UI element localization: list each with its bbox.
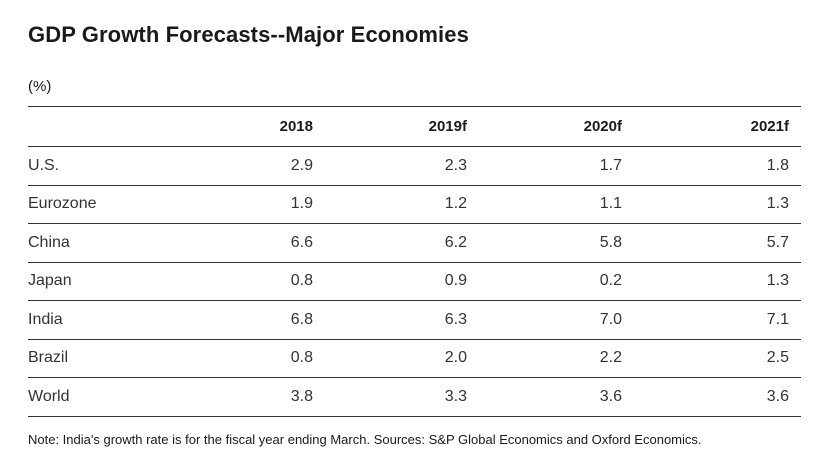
- table-cell: 0.2: [479, 262, 634, 301]
- table-cell: 0.8: [171, 339, 325, 378]
- table-cell: 5.7: [634, 223, 801, 263]
- table-cell: 2.0: [325, 339, 479, 378]
- table-cell: 1.3: [634, 262, 801, 301]
- table-cell: 2.5: [634, 339, 801, 378]
- table-cell: 6.2: [325, 223, 479, 263]
- table-cell: 1.2: [325, 185, 479, 224]
- table-cell: 7.1: [634, 300, 801, 340]
- table-cell: 6.6: [171, 223, 325, 263]
- table-row: Japan 0.8 0.9 0.2 1.3: [28, 262, 801, 301]
- row-label: India: [28, 300, 171, 340]
- row-label: Japan: [28, 262, 171, 301]
- row-label: Brazil: [28, 339, 171, 378]
- table-cell: 0.8: [171, 262, 325, 301]
- table-row: Brazil 0.8 2.0 2.2 2.5: [28, 339, 801, 378]
- table-cell: 1.1: [479, 185, 634, 224]
- table-cell: 3.6: [634, 377, 801, 417]
- source-note: Note: India's growth rate is for the fis…: [28, 432, 702, 447]
- header-row: 2018 2019f 2020f 2021f: [28, 106, 801, 147]
- column-header-2018: 2018: [171, 106, 325, 147]
- column-header-2020f: 2020f: [479, 106, 634, 147]
- table-row: Eurozone 1.9 1.2 1.1 1.3: [28, 185, 801, 224]
- row-label: U.S.: [28, 146, 171, 186]
- table-cell: 6.8: [171, 300, 325, 340]
- table-row: World 3.8 3.3 3.6 3.6: [28, 377, 801, 417]
- table-cell: 1.9: [171, 185, 325, 224]
- table-cell: 3.8: [171, 377, 325, 417]
- table-cell: 0.9: [325, 262, 479, 301]
- table-cell: 2.2: [479, 339, 634, 378]
- row-label: China: [28, 223, 171, 263]
- table-cell: 3.3: [325, 377, 479, 417]
- table-cell: 6.3: [325, 300, 479, 340]
- chart-title: GDP Growth Forecasts--Major Economies: [28, 22, 469, 47]
- table-cell: 2.9: [171, 146, 325, 186]
- table-row: China 6.6 6.2 5.8 5.7: [28, 223, 801, 263]
- table-row: India 6.8 6.3 7.0 7.1: [28, 300, 801, 340]
- unit-label: (%): [28, 78, 52, 95]
- table-cell: 7.0: [479, 300, 634, 340]
- forecast-table-container: 2018 2019f 2020f 2021f U.S. 2.9 2.3 1.7 1.8 Euro…: [28, 106, 801, 417]
- header-corner: [28, 106, 171, 147]
- row-label: World: [28, 377, 171, 417]
- table-cell: 3.6: [479, 377, 634, 417]
- table-cell: 2.3: [325, 146, 479, 186]
- forecast-table: 2018 2019f 2020f 2021f U.S. 2.9 2.3 1.7 1.8 Euro…: [28, 106, 801, 417]
- table-cell: 1.3: [634, 185, 801, 224]
- column-header-2021f: 2021f: [634, 106, 801, 147]
- table-cell: 1.8: [634, 146, 801, 186]
- table-body: U.S. 2.9 2.3 1.7 1.8 Eurozone 1.9 1.2 1.1 1.3 Chin…: [28, 146, 801, 417]
- column-header-2019f: 2019f: [325, 106, 479, 147]
- table-cell: 1.7: [479, 146, 634, 186]
- table-row: U.S. 2.9 2.3 1.7 1.8: [28, 146, 801, 186]
- row-label: Eurozone: [28, 185, 171, 224]
- table-cell: 5.8: [479, 223, 634, 263]
